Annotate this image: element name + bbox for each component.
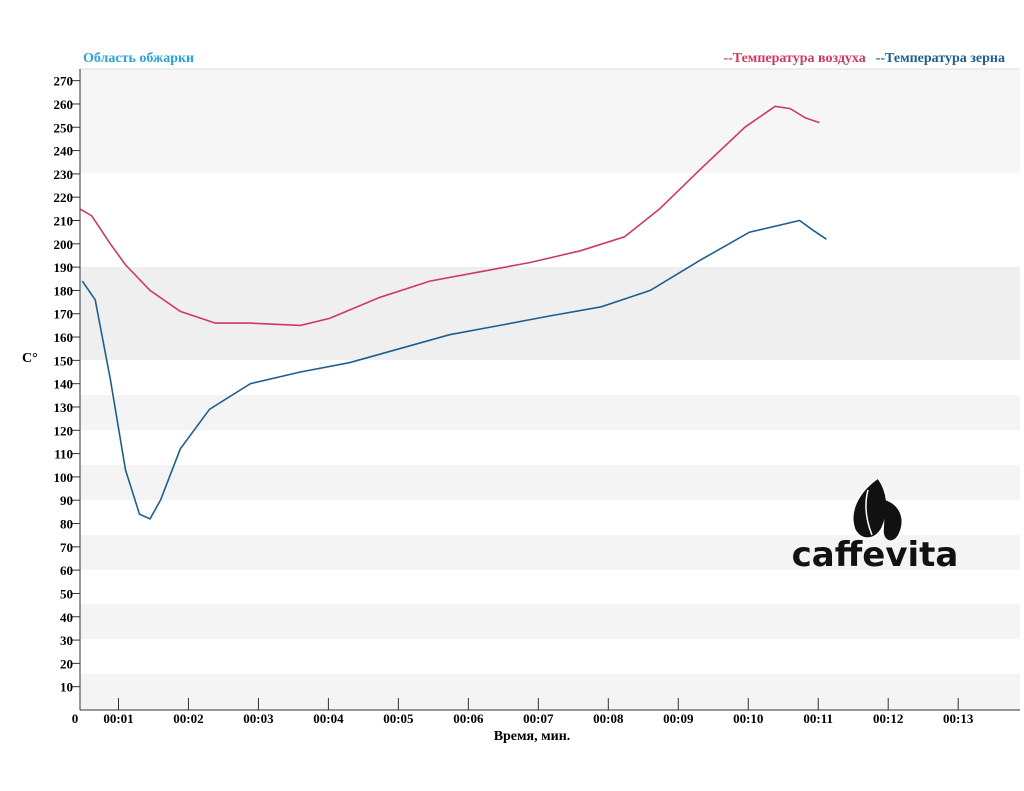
y-tick-label: 170 — [54, 307, 74, 322]
legend-entry: --Температура воздуха — [723, 51, 865, 66]
y-tick-label: 150 — [54, 353, 74, 368]
band — [80, 267, 1020, 360]
y-axis-label: C° — [22, 351, 38, 366]
x-tick-label: 00:11 — [803, 711, 833, 726]
y-tick-label: 260 — [54, 97, 74, 112]
x-tick-label: 00:07 — [523, 711, 554, 726]
y-tick-label: 10 — [60, 680, 73, 695]
x-tick-label: 00:13 — [943, 711, 974, 726]
y-tick-label: 180 — [54, 283, 74, 298]
logo: caffevita — [792, 476, 959, 575]
y-tick-label: 30 — [60, 633, 73, 648]
y-tick-label: 190 — [54, 260, 74, 275]
band — [80, 604, 1020, 639]
x-tick-label: 00:05 — [383, 711, 414, 726]
y-tick-label: 50 — [60, 586, 73, 601]
x-tick-label: 00:09 — [663, 711, 694, 726]
x-tick-label: 00:10 — [733, 711, 763, 726]
y-tick-label: 270 — [54, 74, 74, 89]
legend-entry: --Температура зерна — [876, 51, 1005, 66]
y-tick-label: 70 — [60, 540, 73, 555]
x-tick-label: 0 — [72, 711, 79, 726]
y-tick-label: 80 — [60, 517, 73, 532]
y-tick-label: 230 — [54, 167, 74, 182]
y-tick-label: 200 — [54, 237, 74, 252]
y-tick-label: 120 — [54, 423, 74, 438]
y-tick-label: 110 — [54, 447, 73, 462]
background-bands — [80, 69, 1020, 710]
y-tick-label: 20 — [60, 656, 73, 671]
band — [80, 69, 1020, 173]
x-tick-label: 00:02 — [173, 711, 203, 726]
y-tick-label: 100 — [54, 470, 74, 485]
y-tick-label: 240 — [54, 144, 74, 159]
x-tick-label: 00:01 — [103, 711, 133, 726]
x-tick-label: 00:03 — [243, 711, 274, 726]
x-tick-label: 00:12 — [873, 711, 903, 726]
x-tick-label: 00:06 — [453, 711, 484, 726]
y-tick-label: 60 — [60, 563, 73, 578]
band — [80, 395, 1020, 430]
y-tick-label: 140 — [54, 377, 74, 392]
y-tick-label: 210 — [54, 214, 74, 229]
y-tick-label: 90 — [60, 493, 73, 508]
series-line — [79, 105, 820, 327]
y-tick-label: 220 — [54, 190, 74, 205]
y-tick-label: 160 — [54, 330, 74, 345]
logo-text: caffevita — [792, 535, 959, 575]
logo-leaf — [883, 500, 902, 541]
y-tick-label: 130 — [54, 400, 74, 415]
y-tick-label: 40 — [60, 610, 73, 625]
chart-title: Область обжарки — [83, 51, 194, 66]
band — [80, 535, 1020, 570]
x-tick-label: 00:08 — [593, 711, 624, 726]
y-tick-label: 250 — [54, 120, 74, 135]
band — [80, 674, 1020, 710]
x-tick-label: 00:04 — [313, 711, 344, 726]
x-axis-label: Время, мин. — [494, 729, 571, 744]
series-line — [81, 219, 827, 520]
